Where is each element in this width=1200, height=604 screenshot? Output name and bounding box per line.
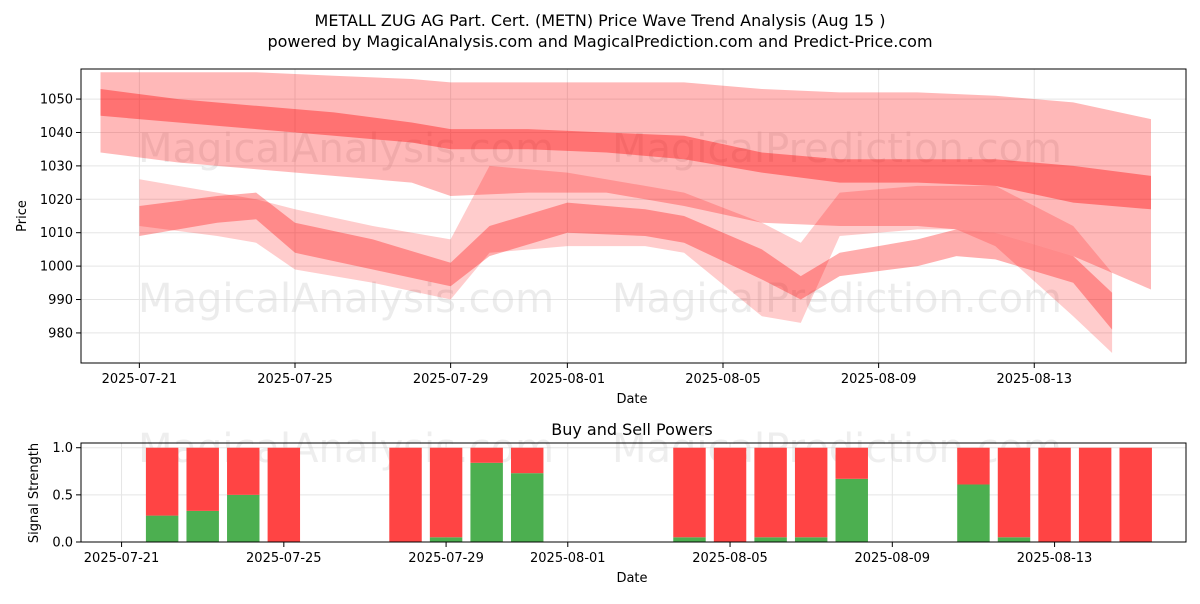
buy-bar [997,537,1031,542]
price-y-tick-label: 1050 [40,93,73,108]
buy-bar [186,510,219,542]
watermark-2: MagicalPrediction.com [612,126,1062,172]
price-band-1 [100,72,1151,290]
sell-bar [835,447,868,479]
price-x-tick-label: 2025-07-21 [102,372,178,387]
price-y-ticks: 980 990 1000 1010 1020 1030 1040 1050 [40,93,81,341]
sell-bar [957,447,990,485]
price-y-tick-label: 1010 [40,226,73,241]
chart-title: METALL ZUG AG Part. Cert. (METN) Price W… [315,11,886,30]
signal-x-tick-label: 2025-07-21 [84,551,160,566]
signal-x-tick-label: 2025-07-25 [246,551,322,566]
watermark-3: MagicalAnalysis.com [138,276,554,322]
price-band-3 [139,192,1113,330]
sell-bar [510,447,544,474]
sell-bar [186,447,219,511]
buy-bar [673,537,706,542]
buy-bar [145,515,179,542]
price-grid [81,69,1186,363]
price-y-tick-label: 990 [48,293,73,308]
signal-x-label: Date [616,571,647,586]
signal-x-tick-label: 2025-08-09 [855,551,931,566]
signal-bars [145,447,1152,542]
buy-bar [470,462,503,542]
price-y-tick-label: 1030 [40,159,73,174]
price-bands [100,72,1151,353]
sell-bar [1119,447,1152,542]
price-x-tick-label: 2025-07-29 [413,372,489,387]
buy-bar [835,478,868,542]
signal-y-tick-label: 0.5 [52,488,73,503]
buy-bar [957,484,990,542]
price-chart: MagicalAnalysis.com MagicalPrediction.co… [15,68,1187,407]
signal-x-tick-label: 2025-08-13 [1017,551,1093,566]
sell-bar [754,447,787,538]
watermark-1: MagicalAnalysis.com [138,126,554,172]
buy-bar [754,537,787,542]
price-band-4 [139,165,1113,353]
price-x-tick-label: 2025-08-09 [841,372,917,387]
price-y-tick-label: 1040 [40,126,73,141]
sell-bar [470,447,503,463]
sell-bar [1078,447,1112,542]
sell-bar [713,447,747,542]
signal-y-ticks: 0.0 0.5 1.0 [52,441,81,551]
price-x-tick-label: 2025-08-05 [685,372,761,387]
sell-bar [145,447,179,516]
price-y-tick-label: 1020 [40,193,73,208]
signal-x-tick-label: 2025-07-29 [408,551,484,566]
price-x-ticks: 2025-07-21 2025-07-25 2025-07-29 2025-08-01… [102,363,1072,387]
buy-bar [794,537,828,542]
signal-x-ticks: 2025-07-21 2025-07-25 2025-07-29 2025-08-01… [84,542,1093,566]
signal-chart: Buy and Sell Powers MagicalAnalysis.com … [27,420,1187,586]
sell-bar [389,447,422,542]
signal-y-label: Signal Strength [27,443,42,543]
price-x-tick-label: 2025-08-13 [996,372,1072,387]
buy-bar [429,537,463,542]
sell-bar [267,447,301,542]
signal-chart-title: Buy and Sell Powers [551,420,713,439]
sell-bar [997,447,1031,538]
sell-bar [673,447,706,538]
watermark-4: MagicalPrediction.com [612,276,1062,322]
price-plot-frame [80,68,1187,364]
price-x-tick-label: 2025-07-25 [257,372,333,387]
price-y-tick-label: 1000 [40,260,73,275]
price-x-tick-label: 2025-08-01 [530,372,606,387]
price-x-label: Date [616,392,647,407]
buy-bar [510,473,544,542]
sell-bar [429,447,463,538]
buy-bar [227,494,260,542]
signal-plot-frame [80,442,1187,543]
sell-bar [1038,447,1071,542]
sell-bar [227,447,260,495]
sell-bar [794,447,828,538]
signal-y-tick-label: 0.0 [52,536,73,551]
signal-y-tick-label: 1.0 [52,441,73,456]
price-y-tick-label: 980 [48,326,73,341]
price-plot-area [81,69,1186,363]
price-band-2 [100,89,1151,210]
chart-subtitle: powered by MagicalAnalysis.com and Magic… [267,32,932,51]
price-y-label: Price [15,200,30,232]
signal-x-tick-label: 2025-08-05 [692,551,768,566]
signal-x-tick-label: 2025-08-01 [530,551,606,566]
price-watermarks: MagicalAnalysis.com MagicalPrediction.co… [138,126,1062,322]
